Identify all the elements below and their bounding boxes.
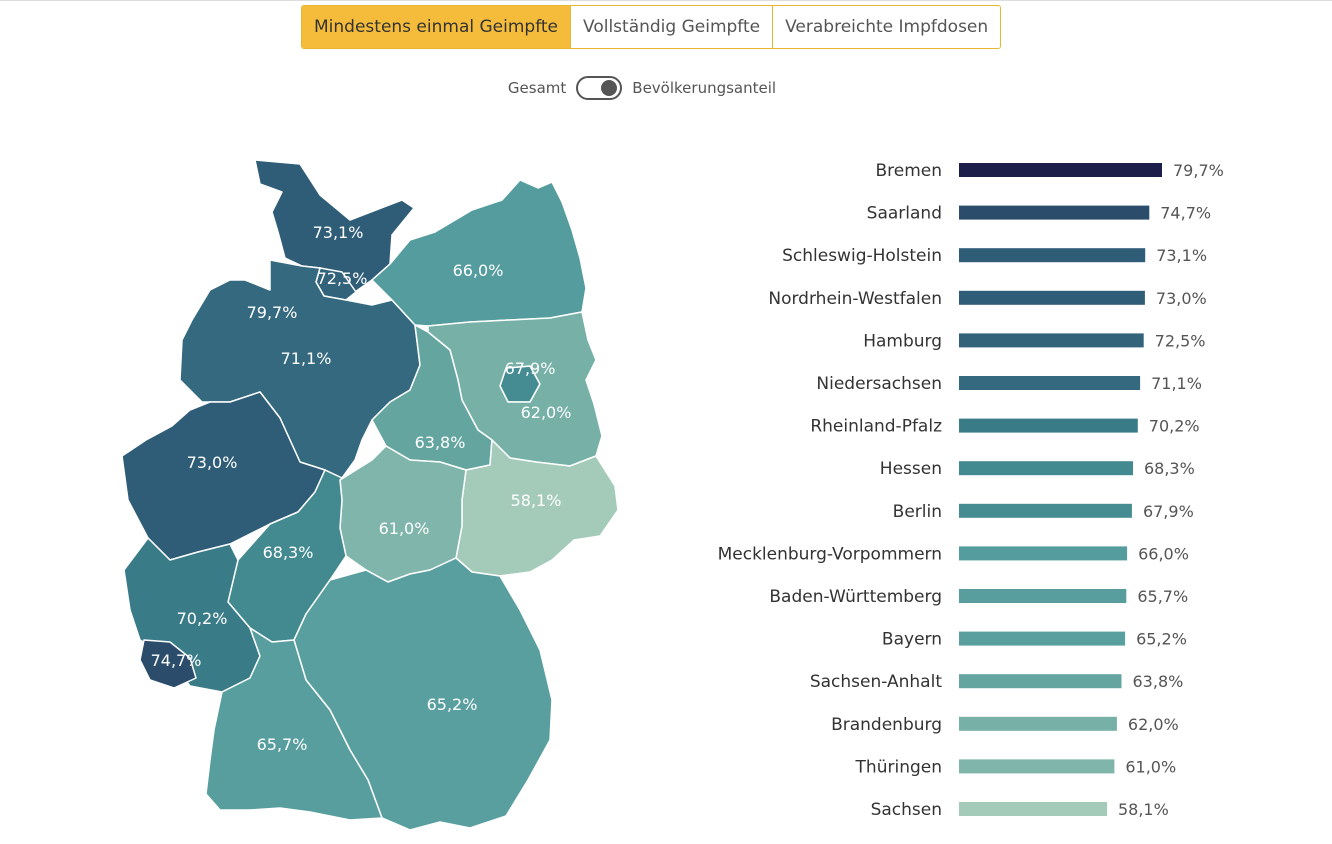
bar-baden-wuerttemberg[interactable] [959,589,1127,603]
bar-brandenburg[interactable] [959,716,1117,731]
germany-choropleth-map: 73,1% 72,5% 79,7% 71,1% 66,0% 67,9% 62,0% 63,8%… [121,159,619,831]
bar-label-mecklenburg-vorpommern: Mecklenburg-Vorpommern [718,544,942,564]
map-label-schleswig-holstein: 73,1% [313,223,364,242]
map-label-niedersachsen: 71,1% [281,349,332,368]
bar-label-nordrhein-westfalen: Nordrhein-Westfalen [768,289,942,309]
map-region-niedersachsen[interactable] [179,259,421,479]
bar-label-saarland: Saarland [867,204,942,224]
map-label-hessen: 68,3% [263,543,314,562]
value-label-nordrhein-westfalen: 73,0% [1156,289,1207,308]
bar-mecklenburg-vorpommern[interactable] [959,546,1128,561]
bar-thueringen[interactable] [959,759,1115,774]
map-label-sachsen: 58,1% [511,491,562,510]
value-label-bremen: 79,7% [1173,161,1224,180]
value-label-thueringen: 61,0% [1125,757,1176,776]
bar-label-niedersachsen: Niedersachsen [816,374,942,394]
map-label-saarland: 74,7% [151,651,202,670]
value-label-bayern: 65,2% [1136,630,1187,649]
map-region-baden-wuerttemberg[interactable] [205,627,383,821]
map-region-saarland[interactable] [139,639,197,689]
bar-hamburg[interactable] [959,333,1144,348]
map-label-berlin: 67,9% [505,359,556,378]
map-label-baden-wuerttemberg: 65,7% [257,735,308,754]
map-label-bayern: 65,2% [427,695,478,714]
value-label-brandenburg: 62,0% [1128,715,1179,734]
bar-niedersachsen[interactable] [959,376,1141,390]
display-mode-toggle-row: Gesamt Bevölkerungsanteil [0,76,1284,100]
value-label-baden-wuerttemberg: 65,7% [1137,587,1188,606]
bar-label-brandenburg: Brandenburg [831,715,942,735]
bar-label-schleswig-holstein: Schleswig-Holstein [782,246,942,266]
metric-tabs: Mindestens einmal Geimpfte Vollständig G… [301,5,1002,49]
bar-label-baden-wuerttemberg: Baden-Württemberg [769,587,942,607]
bar-rheinland-pfalz[interactable] [959,418,1138,433]
map-label-bremen: 79,7% [247,303,298,322]
bar-schleswig-holstein[interactable] [959,248,1146,263]
bar-label-sachsen: Sachsen [871,800,942,820]
bar-label-bremen: Bremen [875,161,942,181]
value-label-hamburg: 72,5% [1155,331,1206,350]
bar-label-thueringen: Thüringen [855,757,942,777]
value-label-saarland: 74,7% [1160,204,1211,223]
bar-label-berlin: Berlin [893,502,942,522]
tab-vollstaendig-geimpfte[interactable]: Vollständig Geimpfte [571,6,774,48]
bar-nordrhein-westfalen[interactable] [959,290,1145,305]
top-divider [0,0,1332,1]
bar-label-hamburg: Hamburg [863,331,942,351]
value-label-sachsen-anhalt: 63,8% [1133,672,1184,691]
toggle-left-label: Gesamt [507,79,567,97]
bar-sachsen[interactable] [959,802,1107,816]
bar-label-hessen: Hessen [880,459,942,479]
map-region-mecklenburg-vorpommern[interactable] [371,179,587,327]
display-mode-switch[interactable] [576,76,623,100]
bar-bayern[interactable] [959,631,1126,646]
value-label-hessen: 68,3% [1144,459,1195,478]
tab-verabreichte-impfdosen[interactable]: Verabreichte Impfdosen [773,6,1001,48]
bar-bremen[interactable] [959,163,1162,177]
bar-label-bayern: Bayern [882,630,942,650]
switch-knob [601,80,618,96]
value-label-mecklenburg-vorpommern: 66,0% [1138,544,1189,563]
bar-berlin[interactable] [959,503,1132,518]
map-label-mecklenburg-vorpommern: 66,0% [453,261,504,280]
map-label-rheinland-pfalz: 70,2% [177,609,228,628]
value-label-berlin: 67,9% [1143,502,1194,521]
map-label-sachsen-anhalt: 63,8% [415,433,466,452]
value-label-schleswig-holstein: 73,1% [1156,246,1207,265]
map-label-thueringen: 61,0% [379,519,430,538]
value-label-sachsen: 58,1% [1118,800,1169,819]
map-label-brandenburg: 62,0% [521,403,572,422]
map-label-hamburg: 72,5% [317,269,368,288]
toggle-right-label: Bevölkerungsanteil [632,79,777,97]
tab-mindestens-einmal-geimpfte[interactable]: Mindestens einmal Geimpfte [302,6,572,48]
map-label-nordrhein-westfalen: 73,0% [187,453,238,472]
bar-sachsen-anhalt[interactable] [959,674,1122,689]
bar-label-sachsen-anhalt: Sachsen-Anhalt [810,672,942,692]
bar-hessen[interactable] [959,461,1133,476]
value-label-niedersachsen: 71,1% [1151,374,1202,393]
bar-saarland[interactable] [959,205,1150,220]
bar-label-rheinland-pfalz: Rheinland-Pfalz [810,417,942,437]
state-bar-chart: Bremen 79,7% Saarland 74,7% Schleswig-Holste… [718,161,1224,820]
value-label-rheinland-pfalz: 70,2% [1149,417,1200,436]
